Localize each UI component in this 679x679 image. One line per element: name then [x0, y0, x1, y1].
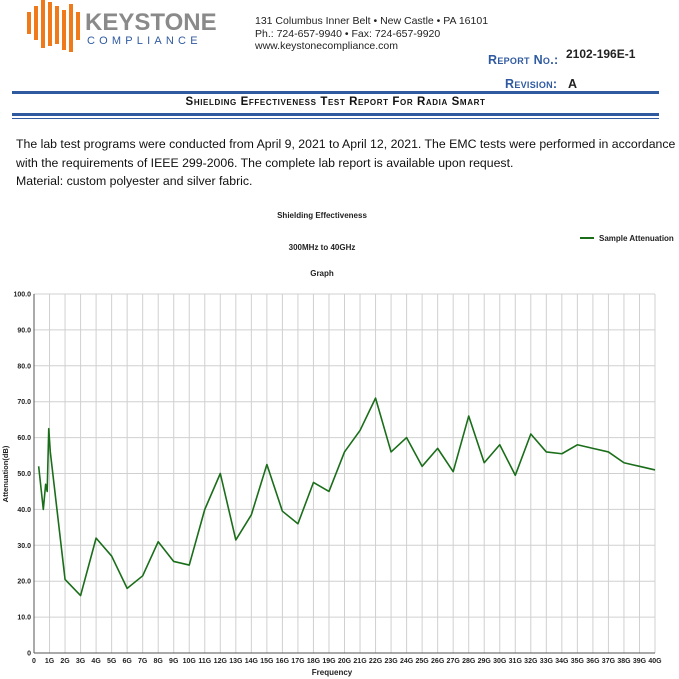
shielding-chart: Shielding Effectiveness 300MHz to 40GHz … — [1, 211, 674, 677]
revision-value: A — [568, 77, 578, 91]
x-tick-label: 20G — [338, 658, 352, 665]
x-tick-label: 38G — [617, 658, 631, 665]
x-tick-label: 13G — [229, 658, 243, 665]
x-tick-label: 35G — [571, 658, 585, 665]
x-tick-label: 28G — [462, 658, 476, 665]
x-tick-label: 22G — [369, 658, 383, 665]
y-tick-label: 0 — [27, 651, 31, 658]
y-tick-label: 10.0 — [17, 615, 31, 622]
x-tick-label: 3G — [76, 658, 86, 665]
contact-block: 131 Columbus Inner Belt • New Castle • P… — [255, 15, 488, 53]
intro-text: The lab test programs were conducted fro… — [16, 135, 676, 191]
x-tick-label: 15G — [260, 658, 274, 665]
x-tick-label: 4G — [91, 658, 101, 665]
y-tick-label: 40.0 — [17, 507, 31, 514]
x-tick-label: 39G — [633, 658, 647, 665]
y-tick-label: 90.0 — [17, 327, 31, 334]
x-tick-label: 0 — [32, 658, 36, 665]
revision-label: Revision: — [505, 77, 558, 91]
logo-bars-icon — [27, 0, 80, 52]
x-tick-label: 37G — [602, 658, 616, 665]
intro-line-2: with the requirements of IEEE 299-2006. … — [16, 155, 514, 170]
x-tick-label: 10G — [183, 658, 197, 665]
chart-title: Shielding Effectiveness — [277, 211, 367, 220]
x-tick-label: 30G — [493, 658, 507, 665]
x-tick-label: 19G — [322, 658, 336, 665]
x-axis: 0 1G 2G 3G 4G 5G 6G 7G 8G 9G 10G 11G 12G 13G 14G 15G 16G… — [32, 652, 662, 665]
x-tick-label: 32G — [524, 658, 538, 665]
x-tick-label: 16G — [276, 658, 290, 665]
x-tick-label: 40G — [648, 658, 662, 665]
chart-subtitle-2: Graph — [310, 269, 334, 278]
x-axis-label: Frequency — [312, 668, 353, 677]
x-tick-label: 23G — [384, 658, 398, 665]
y-tick-label: 20.0 — [17, 579, 31, 586]
intro-line-3: Material: custom polyester and silver fa… — [16, 174, 253, 188]
x-tick-label: 24G — [400, 658, 414, 665]
x-tick-label: 7G — [138, 658, 148, 665]
report-title: Shielding Effectiveness Test Report For … — [185, 96, 486, 108]
chart-subtitle: 300MHz to 40GHz — [289, 243, 356, 252]
header-rule-bottom — [12, 113, 659, 116]
x-tick-label: 5G — [107, 658, 117, 665]
x-tick-label: 8G — [154, 658, 164, 665]
x-tick-label: 21G — [353, 658, 367, 665]
report-no-label: Report No.: — [488, 53, 559, 67]
x-tick-label: 36G — [586, 658, 600, 665]
report-no-value: 2102-196E-1 — [566, 47, 636, 61]
x-tick-label: 34G — [555, 658, 569, 665]
y-axis: 0 10.0 20.0 30.0 40.0 50.0 60.0 70.0 80.0 90.0 100… — [13, 292, 35, 658]
x-tick-label: 26G — [431, 658, 445, 665]
y-axis-label: Attenuation(dB) — [1, 445, 10, 502]
y-tick-label: 50.0 — [17, 471, 31, 478]
x-tick-label: 29G — [478, 658, 492, 665]
chart-grid — [33, 293, 656, 654]
header-rule-thin — [12, 118, 659, 119]
x-tick-label: 33G — [540, 658, 554, 665]
intro-line-1: The lab test programs were conducted fro… — [16, 137, 676, 151]
plot-area — [37, 397, 656, 597]
x-tick-label: 1G — [45, 658, 55, 665]
website: www.keystonecompliance.com — [255, 40, 398, 52]
x-tick-label: 18G — [307, 658, 321, 665]
x-tick-label: 31G — [509, 658, 523, 665]
phone-fax: Ph.: 724-657-9940 • Fax: 724-657-9920 — [255, 27, 441, 40]
company-sub: COMPLIANCE — [87, 35, 202, 47]
x-tick-label: 14G — [245, 658, 259, 665]
x-tick-label: 2G — [60, 658, 70, 665]
x-tick-label: 11G — [198, 658, 211, 665]
company-name: KEYSTONE — [85, 9, 217, 36]
address: 131 Columbus Inner Belt • New Castle • P… — [255, 15, 489, 27]
y-tick-label: 60.0 — [17, 435, 31, 442]
y-tick-label: 30.0 — [17, 543, 31, 550]
legend-label: Sample Attenuation — [599, 234, 674, 243]
x-tick-label: 9G — [169, 658, 179, 665]
series-line-sample-attenuation — [37, 397, 656, 597]
y-tick-label: 70.0 — [17, 399, 31, 406]
chart-legend: Sample Attenuation — [580, 234, 674, 243]
x-tick-label: 12G — [214, 658, 228, 665]
y-tick-label: 80.0 — [17, 363, 31, 370]
x-tick-label: 25G — [416, 658, 430, 665]
x-tick-label: 6G — [122, 658, 132, 665]
header-rule-top — [12, 91, 659, 94]
x-tick-label: 17G — [291, 658, 305, 665]
keystone-logo: KEYSTONE COMPLIANCE — [27, 0, 217, 52]
x-tick-label: 27G — [447, 658, 461, 665]
y-tick-label: 100.0 — [13, 292, 31, 299]
